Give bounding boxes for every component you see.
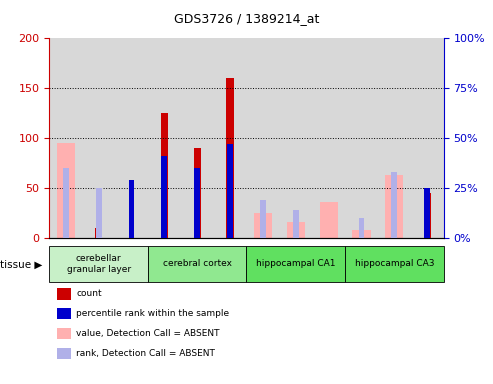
Bar: [391, 172, 397, 238]
Bar: [181, 38, 213, 238]
Bar: [246, 247, 345, 281]
Bar: [345, 247, 444, 281]
Text: percentile rank within the sample: percentile rank within the sample: [76, 309, 230, 318]
Bar: [96, 188, 102, 238]
Bar: [129, 180, 135, 238]
Bar: [161, 113, 168, 238]
Bar: [63, 168, 69, 238]
Bar: [386, 175, 403, 238]
Bar: [254, 213, 272, 238]
Bar: [213, 38, 246, 238]
Bar: [115, 38, 148, 238]
Bar: [148, 247, 246, 281]
Bar: [82, 38, 115, 238]
Bar: [378, 38, 411, 238]
Text: rank, Detection Call = ABSENT: rank, Detection Call = ABSENT: [76, 349, 215, 358]
Bar: [423, 193, 431, 238]
Bar: [280, 38, 312, 238]
Bar: [260, 200, 266, 238]
Bar: [95, 228, 102, 238]
Bar: [411, 38, 444, 238]
Text: cerebellar
granular layer: cerebellar granular layer: [67, 254, 131, 274]
Bar: [194, 168, 200, 238]
Text: hippocampal CA1: hippocampal CA1: [256, 260, 336, 268]
Bar: [161, 156, 167, 238]
Bar: [148, 38, 181, 238]
Bar: [194, 148, 201, 238]
Bar: [358, 218, 364, 238]
Text: value, Detection Call = ABSENT: value, Detection Call = ABSENT: [76, 329, 220, 338]
Bar: [293, 210, 299, 238]
Text: cerebral cortex: cerebral cortex: [163, 260, 232, 268]
Bar: [49, 247, 148, 281]
Bar: [345, 38, 378, 238]
Bar: [312, 38, 345, 238]
Text: tissue ▶: tissue ▶: [0, 260, 42, 270]
Text: GDS3726 / 1389214_at: GDS3726 / 1389214_at: [174, 12, 319, 25]
Bar: [424, 188, 430, 238]
Bar: [49, 38, 82, 238]
Bar: [227, 144, 233, 238]
Bar: [226, 78, 234, 238]
Text: count: count: [76, 289, 102, 298]
Text: hippocampal CA3: hippocampal CA3: [354, 260, 434, 268]
Bar: [352, 230, 371, 238]
Bar: [57, 143, 75, 238]
Bar: [287, 222, 305, 238]
Bar: [246, 38, 280, 238]
Bar: [319, 202, 338, 238]
